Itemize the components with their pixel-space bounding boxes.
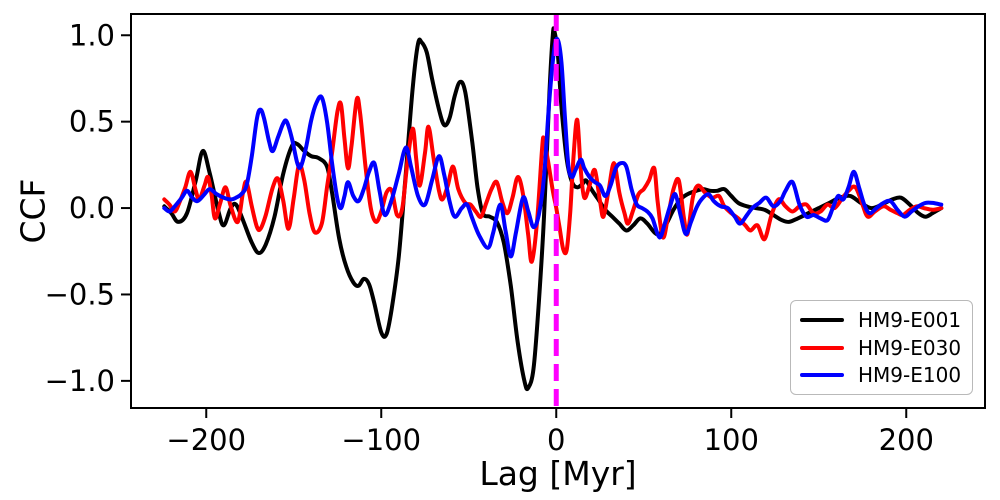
legend: HM9-E001 HM9-E030 HM9-E100 [790, 300, 973, 395]
legend-label: HM9-E001 [858, 308, 962, 333]
x-tick-label: −200 [166, 423, 246, 457]
legend-item: HM9-E100 [800, 365, 972, 385]
series-line-HM9-E100 [162, 36, 944, 259]
x-tick-label: −100 [341, 423, 421, 457]
x-tick-label: 100 [704, 423, 759, 457]
y-tick-label: 0.5 [69, 105, 115, 139]
legend-line-swatch-blue [800, 372, 844, 377]
y-tick-label: −0.5 [45, 277, 115, 311]
y-tick-label: 0.0 [69, 191, 115, 225]
legend-label: HM9-E030 [858, 335, 962, 360]
legend-line-swatch-red [800, 345, 844, 350]
plot-border [130, 13, 986, 409]
legend-item: HM9-E030 [800, 338, 972, 358]
legend-label: HM9-E100 [858, 362, 962, 387]
legend-item: HM9-E001 [800, 310, 972, 330]
y-axis-label: CCF [13, 178, 53, 244]
series-line-HM9-E030 [162, 95, 944, 264]
y-tick-label: 1.0 [69, 18, 115, 52]
x-tick-label: 200 [879, 423, 934, 457]
y-tick-label: −1.0 [45, 364, 115, 398]
legend-line-swatch-black [800, 318, 844, 323]
x-axis-label: Lag [Myr] [479, 454, 637, 493]
x-tick-label: 0 [547, 423, 565, 457]
